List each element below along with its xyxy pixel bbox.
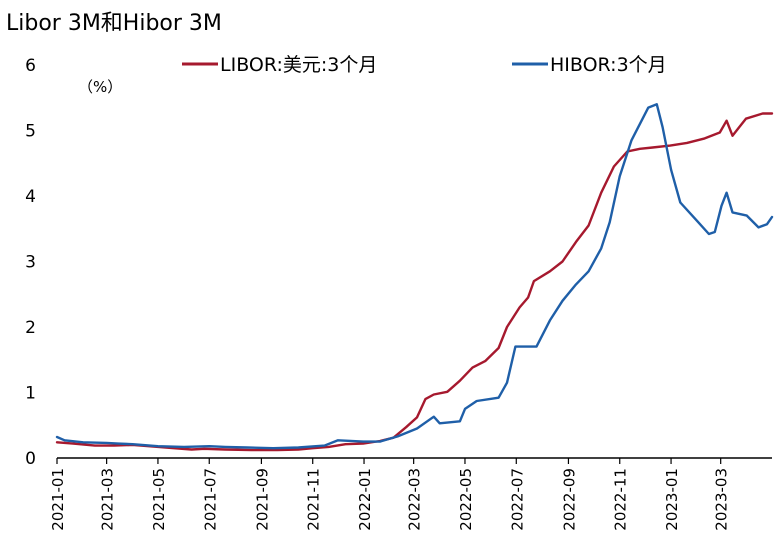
- y-tick-label: 3: [25, 253, 36, 273]
- x-tick-label: 2021-03: [99, 468, 117, 531]
- y-tick-label: 2: [25, 318, 36, 338]
- legend-label: LIBOR:美元:3个月: [220, 54, 377, 76]
- x-tick-label: 2022-11: [612, 468, 630, 531]
- x-axis: 2021-01 2021-03 2021-05 2021-07 2021-09 2021-…: [49, 458, 731, 531]
- series-line-hibor: [55, 103, 774, 450]
- legend: LIBOR:美元:3个月 HIBOR:3个月: [182, 54, 667, 76]
- y-axis: 0 1 2 3 4 5 6: [25, 56, 36, 469]
- x-tick-label: 2022-03: [406, 468, 424, 531]
- y-tick-label: 5: [25, 122, 36, 142]
- x-tick-label: 2021-11: [305, 468, 323, 531]
- y-tick-label: 4: [25, 187, 36, 207]
- chart-title: Libor 3M和Hibor 3M: [6, 11, 222, 36]
- series-layer: [55, 103, 774, 452]
- x-tick-label: 2022-09: [560, 468, 578, 531]
- x-tick-label: 2022-05: [457, 468, 475, 531]
- x-tick-label: 2023-03: [713, 468, 731, 531]
- legend-label: HIBOR:3个月: [550, 54, 667, 76]
- x-tick-label: 2022-07: [508, 468, 526, 531]
- unit-label: （%）: [78, 78, 122, 96]
- y-tick-label: 1: [25, 384, 36, 404]
- x-tick-label: 2021-09: [253, 468, 271, 531]
- x-tick-label: 2021-07: [201, 468, 219, 531]
- y-tick-label: 6: [25, 56, 36, 76]
- y-tick-label: 0: [25, 449, 36, 469]
- x-tick-label: 2021-01: [49, 468, 67, 531]
- series-line-libor: [55, 112, 774, 452]
- x-tick-label: 2021-05: [150, 468, 168, 531]
- x-tick-label: 2022-01: [356, 468, 374, 531]
- x-tick-label: 2023-01: [663, 468, 681, 531]
